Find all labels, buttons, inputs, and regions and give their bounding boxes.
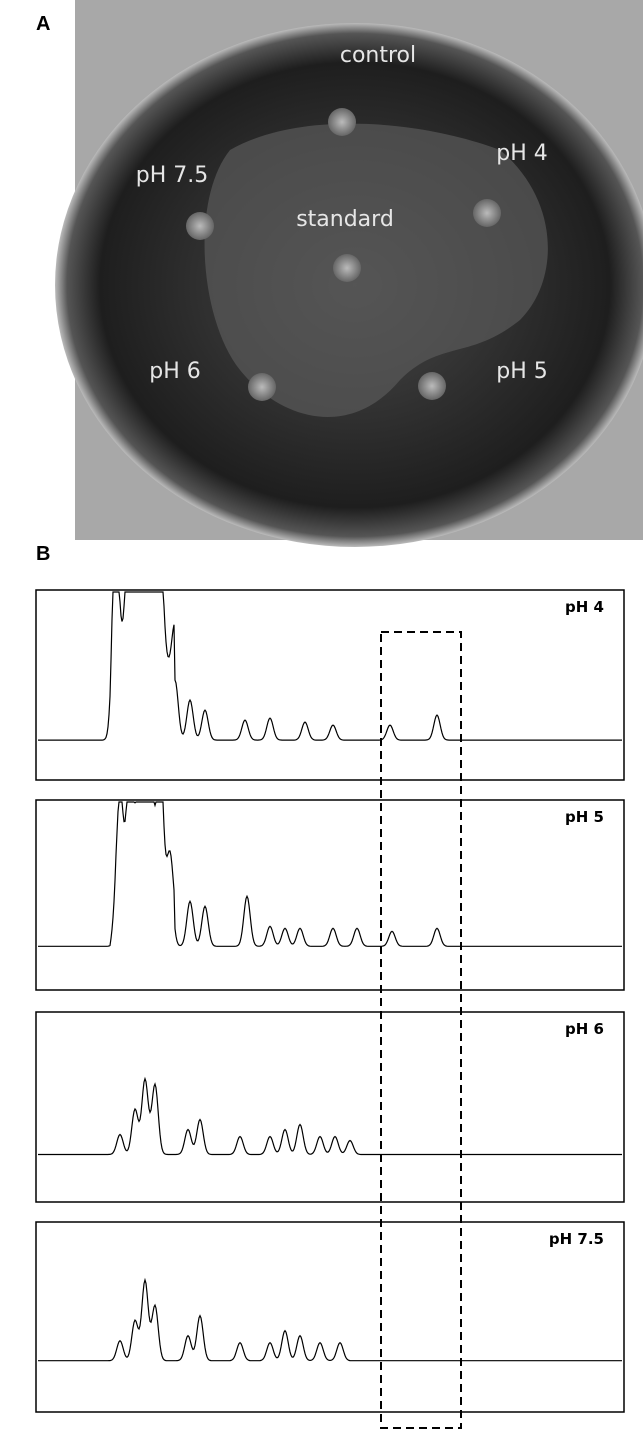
trace-label: pH 4 bbox=[565, 598, 604, 616]
chromatogram-frame bbox=[35, 589, 625, 781]
trace-label: pH 6 bbox=[565, 1020, 604, 1038]
chromatogram-trace bbox=[38, 801, 622, 947]
spot bbox=[248, 373, 276, 401]
chromatogram-frame bbox=[35, 1011, 625, 1203]
spot-label: control bbox=[340, 43, 416, 68]
spot bbox=[473, 199, 501, 227]
spot-label: standard bbox=[296, 207, 394, 232]
spot-label: pH 5 bbox=[496, 359, 548, 384]
chromatogram-frame bbox=[35, 1221, 625, 1413]
spot bbox=[418, 372, 446, 400]
highlight-box bbox=[380, 631, 462, 1429]
chromatogram-frame bbox=[35, 799, 625, 991]
agar-region bbox=[204, 123, 548, 418]
chromatogram-trace bbox=[38, 1076, 622, 1156]
panel-label: B bbox=[36, 543, 50, 565]
panel-label: A bbox=[36, 13, 50, 35]
spot-label: pH 6 bbox=[149, 359, 201, 384]
photo: control pH 7.5 pH 4 standard pH 6 pH 5 A bbox=[36, 0, 643, 547]
spot-label: pH 4 bbox=[496, 141, 548, 166]
spot-label: pH 7.5 bbox=[136, 163, 209, 188]
chromatogram-trace bbox=[38, 1277, 622, 1362]
spot bbox=[328, 108, 356, 136]
trace-label: pH 5 bbox=[565, 808, 604, 826]
spot bbox=[186, 212, 214, 240]
spot bbox=[333, 254, 361, 282]
chromatogram-trace bbox=[38, 591, 622, 741]
trace-label: pH 7.5 bbox=[549, 1230, 604, 1248]
